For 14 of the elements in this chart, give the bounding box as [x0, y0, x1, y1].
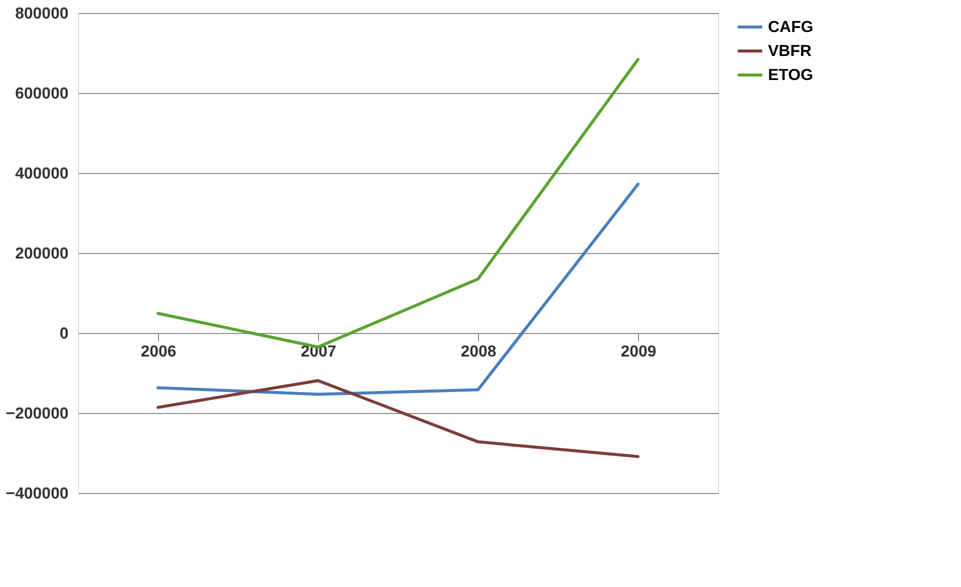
x-tick-label: 2006 — [140, 344, 176, 360]
x-tick-label: 2009 — [620, 344, 656, 360]
y-tick-label: −400000 — [6, 486, 69, 502]
y-tick-label: 0 — [60, 326, 69, 342]
y-tick-label: 600000 — [15, 86, 69, 102]
line-series — [156, 379, 640, 458]
y-tick-label: 400000 — [15, 166, 69, 182]
legend-label: VBFR — [768, 43, 812, 60]
y-tick-label: 200000 — [15, 246, 69, 262]
y-tick-label: 800000 — [15, 6, 69, 22]
legend-label: ETOG — [768, 67, 814, 84]
y-tick-label: −200000 — [6, 406, 69, 422]
legend-label: CAFG — [768, 19, 814, 36]
x-tick-label: 2008 — [460, 344, 496, 360]
